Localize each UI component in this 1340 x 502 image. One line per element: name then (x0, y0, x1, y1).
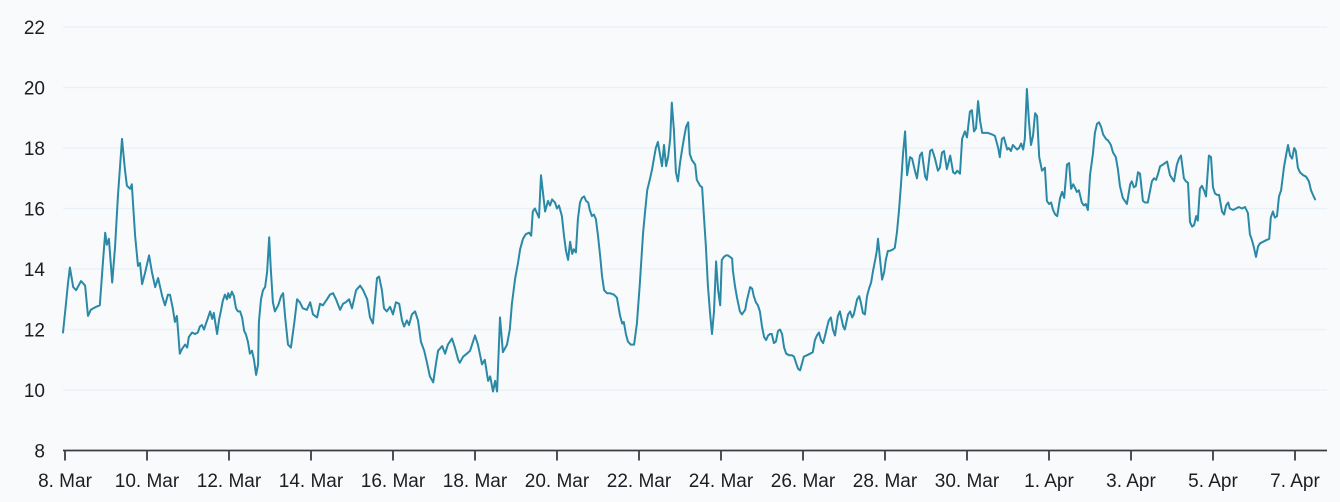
x-axis-label: 7. Apr (1270, 471, 1320, 492)
x-axis-label: 1. Apr (1024, 471, 1074, 492)
y-axis-label: 10 (24, 381, 45, 402)
y-axis-label: 12 (24, 321, 45, 342)
price-series-line[interactable] (62, 88, 1317, 393)
x-axis-label: 20. Mar (525, 471, 590, 492)
y-axis-label: 18 (24, 139, 45, 160)
y-axis-label: 14 (24, 260, 46, 281)
x-axis-label: 3. Apr (1106, 471, 1156, 492)
x-axis-label: 22. Mar (607, 471, 672, 492)
x-axis-label: 28. Mar (853, 471, 918, 492)
x-axis-label: 12. Mar (197, 471, 262, 492)
y-axis-label: 16 (24, 200, 45, 221)
x-axis-label: 8. Mar (38, 471, 93, 492)
x-axis-label: 18. Mar (443, 471, 508, 492)
x-axis-label: 5. Apr (1188, 471, 1238, 492)
x-axis-label: 10. Mar (115, 471, 180, 492)
y-axis-label: 20 (24, 79, 45, 100)
x-axis-label: 24. Mar (689, 471, 754, 492)
y-axis-label: 8 (34, 442, 45, 463)
x-axis-label: 14. Mar (279, 471, 344, 492)
x-axis-label: 16. Mar (361, 471, 426, 492)
x-axis-label: 30. Mar (935, 471, 1000, 492)
x-axis-label: 26. Mar (771, 471, 836, 492)
y-axis-label: 22 (24, 18, 45, 39)
